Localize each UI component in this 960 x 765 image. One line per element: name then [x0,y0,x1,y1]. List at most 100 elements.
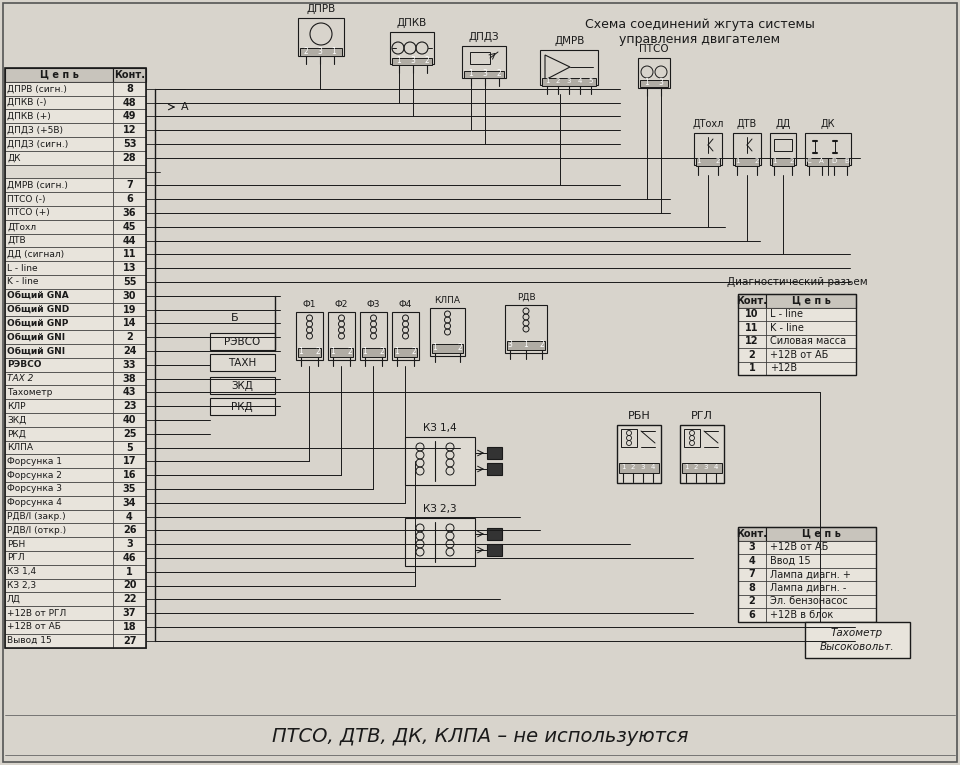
Text: 14: 14 [123,318,136,328]
Text: ДТохл: ДТохл [7,222,36,231]
Text: ДПРВ (сигн.): ДПРВ (сигн.) [7,84,67,93]
Bar [113,247,146,261]
Text: ПТСО: ПТСО [639,44,669,54]
Bar [5,164,113,178]
Bar [113,275,146,289]
Text: Форсунка 2: Форсунка 2 [7,470,61,480]
Bar [113,496,146,509]
Text: 1: 1 [433,343,438,352]
Bar [5,551,113,565]
Text: 44: 44 [123,236,136,246]
Bar [113,358,146,372]
Text: ДТВ: ДТВ [737,119,757,129]
Bar [738,308,766,321]
Text: Вывод 15: Вывод 15 [7,636,52,645]
Text: ДД: ДД [776,119,791,129]
Bar [328,312,355,360]
Bar [5,620,113,633]
Bar [5,317,113,330]
Bar [5,303,113,317]
Bar [113,592,146,606]
Text: Конт.: Конт. [736,296,767,306]
Text: ДК: ДК [821,119,835,129]
Text: КЗ 1,4: КЗ 1,4 [7,567,36,576]
Text: 49: 49 [123,111,136,122]
Text: 30: 30 [123,291,136,301]
Text: 13: 13 [123,263,136,273]
Text: Форсунка 1: Форсунка 1 [7,457,62,466]
Bar [640,80,668,87]
Bar [766,348,856,362]
Bar [392,312,419,360]
Bar [5,289,113,303]
Text: ТАХ 2: ТАХ 2 [7,374,34,383]
Text: КЛПА: КЛПА [7,443,33,452]
Bar [300,48,342,56]
Text: Общий GNA: Общий GNA [7,291,69,300]
Text: ЛД: ЛД [7,595,21,604]
Bar [113,578,146,592]
Bar [5,399,113,413]
Text: C: C [806,158,811,164]
Text: ДПДЗ: ДПДЗ [468,32,499,42]
Text: +12В: +12В [770,363,797,373]
Bar [405,518,475,566]
Bar [766,554,876,568]
Text: РЭВСО: РЭВСО [7,360,41,369]
Text: ЗКД: ЗКД [231,380,252,390]
Bar [113,633,146,648]
Bar [5,565,113,578]
Text: 23: 23 [123,401,136,411]
Bar [770,133,796,165]
Bar [805,622,910,658]
Text: 2: 2 [424,56,429,65]
Text: 18: 18 [123,622,136,632]
Bar [5,427,113,441]
Bar [5,386,113,399]
Bar [113,261,146,275]
Text: 20: 20 [123,581,136,591]
Text: А: А [181,102,189,112]
Text: 1: 1 [621,464,625,470]
Text: L - line: L - line [770,309,803,319]
Text: Конт.: Конт. [736,529,767,539]
Text: 3: 3 [483,69,488,78]
Bar [487,544,502,556]
Bar [113,386,146,399]
Text: 26: 26 [123,526,136,536]
Text: ДК: ДК [7,153,20,162]
Text: 2: 2 [755,158,759,164]
Text: ТАХН: ТАХН [228,357,256,367]
Text: Ф4: Ф4 [398,300,412,309]
Text: 3: 3 [411,56,416,65]
Text: РДВ/I (закр.): РДВ/I (закр.) [7,512,65,521]
Bar [113,96,146,109]
Text: Тахометр: Тахометр [831,628,883,638]
Bar [5,413,113,427]
Text: K - line: K - line [7,278,38,286]
Text: +12В от РГЛ: +12В от РГЛ [7,609,66,617]
Text: 33: 33 [123,360,136,369]
Text: 10: 10 [745,309,758,319]
Bar [738,608,766,621]
Bar [113,454,146,468]
Text: 38: 38 [123,373,136,383]
Text: Тахометр: Тахометр [7,388,53,397]
Bar [766,568,876,581]
Bar [113,399,146,413]
Text: РБН: РБН [7,539,25,549]
Bar [766,308,856,321]
Bar [766,362,856,375]
Text: 1: 1 [126,567,132,577]
Text: ПТСО (-): ПТСО (-) [7,194,45,203]
Text: 2: 2 [631,464,636,470]
Text: 7: 7 [749,569,756,579]
Text: ДД (сигнал): ДД (сигнал) [7,250,64,259]
Bar [432,344,463,353]
Bar [766,321,856,334]
Text: Общий GNP: Общий GNP [7,319,68,327]
Bar [738,294,856,375]
Bar [738,541,766,554]
Bar [113,427,146,441]
Text: 1: 1 [749,363,756,373]
